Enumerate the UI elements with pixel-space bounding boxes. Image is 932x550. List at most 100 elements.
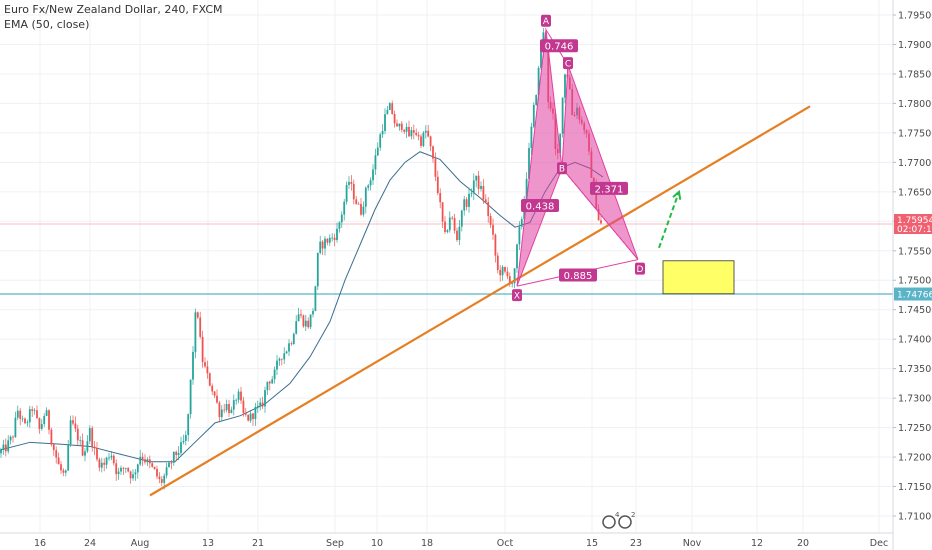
candle-body — [412, 130, 415, 133]
candle-body — [273, 369, 276, 380]
candle-body — [420, 136, 422, 146]
pattern-triangle-bcd[interactable] — [561, 64, 639, 260]
candle-body — [79, 440, 82, 442]
candle-body — [432, 146, 434, 159]
candle-body — [86, 441, 89, 452]
ratio-label-text: 2.371 — [595, 184, 624, 195]
candle-body — [537, 67, 540, 95]
candle-body — [343, 201, 346, 215]
price-tick-label: 1.79500 — [898, 11, 932, 22]
candle-body — [379, 134, 382, 148]
event-badge-count: 4 — [615, 511, 620, 519]
pattern-point-marker[interactable] — [563, 57, 573, 70]
candle-body — [9, 436, 12, 441]
candle-body — [492, 224, 494, 235]
candle-body — [316, 253, 319, 287]
candle-body — [69, 420, 72, 445]
candle-body — [112, 455, 115, 464]
candle-body — [384, 114, 386, 131]
candle-body — [232, 400, 235, 410]
projection-arrow-line[interactable] — [658, 191, 680, 249]
current-price-tag[interactable] — [894, 214, 932, 235]
candle-body — [14, 417, 17, 438]
target-box[interactable] — [662, 260, 735, 295]
candle-body — [139, 456, 142, 465]
horizontal-levels — [0, 223, 893, 295]
candle-body — [168, 462, 170, 468]
candle-body — [249, 413, 252, 421]
candle-body — [242, 400, 245, 414]
candle-body — [237, 391, 240, 400]
candle-body — [208, 373, 211, 386]
candle-body — [321, 241, 324, 249]
candle-body — [88, 428, 91, 442]
event-badge-icon[interactable] — [602, 515, 616, 529]
time-tick-label: 18 — [421, 538, 433, 549]
candle-body — [328, 237, 331, 243]
candle-body — [220, 409, 223, 418]
candle-body — [266, 381, 269, 391]
candle-body — [405, 126, 408, 132]
orange-trendline[interactable] — [149, 105, 811, 497]
candle-body — [230, 409, 233, 414]
candle-body — [326, 238, 329, 243]
trendline[interactable] — [149, 105, 811, 497]
harmonic-pattern[interactable]: 0.746 0.438 2.371 0.885 X A B C D — [512, 14, 645, 302]
time-tick-label: Nov — [683, 538, 702, 549]
price-tick-label: 1.74500 — [898, 305, 932, 316]
horizontal-level-tag[interactable] — [894, 287, 932, 301]
candle-body — [448, 217, 451, 231]
candle-body — [516, 244, 518, 269]
candle-body — [374, 155, 377, 170]
candle-body — [564, 74, 566, 98]
candle-body — [247, 414, 250, 421]
candle-body — [31, 409, 34, 411]
candle-body — [144, 459, 146, 463]
candle-body — [312, 310, 314, 315]
candle-body — [156, 468, 158, 477]
candle-body — [484, 199, 487, 203]
candle-body — [530, 126, 533, 148]
pattern-point-marker[interactable] — [557, 162, 567, 175]
pattern-point-label: C — [565, 60, 571, 70]
pattern-point-marker[interactable] — [635, 262, 645, 275]
price-tick-label: 1.78000 — [898, 99, 932, 110]
time-tick-label: Dec — [870, 538, 888, 549]
candle-body — [508, 276, 511, 284]
candle-body — [408, 126, 410, 137]
candle-body — [38, 418, 41, 429]
candle-body — [16, 410, 19, 418]
candle-body — [369, 180, 372, 186]
candle-body — [180, 442, 182, 453]
candle-body — [345, 184, 348, 202]
candle-body — [513, 268, 516, 284]
price-tick-label: 1.71500 — [898, 482, 932, 493]
candle-body — [67, 444, 70, 471]
time-tick-label: 16 — [34, 538, 46, 549]
indicator-label: EMA (50, close) — [4, 18, 90, 31]
candle-body — [417, 135, 420, 137]
ratio-label-box — [590, 181, 628, 195]
candle-body — [129, 471, 132, 479]
price-tick-label: 1.72000 — [898, 453, 932, 464]
time-tick-label: Aug — [131, 538, 150, 549]
candle-body — [285, 351, 288, 354]
candle-body — [146, 459, 149, 463]
pattern-triangle-xab[interactable] — [516, 29, 563, 287]
ratio-label-text: 0.746 — [545, 42, 574, 53]
candle-body — [218, 402, 221, 418]
candle-body — [158, 476, 161, 480]
candle-body — [535, 94, 538, 105]
event-badge-icon[interactable] — [618, 515, 632, 529]
candle-body — [319, 241, 322, 254]
candle-body — [93, 446, 96, 449]
candle-body — [480, 185, 482, 189]
pattern-point-marker[interactable] — [512, 289, 522, 302]
candle-body — [381, 130, 384, 135]
candle-body — [424, 130, 427, 133]
candle-body — [244, 413, 247, 415]
ratio-label-box — [521, 198, 559, 212]
pattern-point-marker[interactable] — [541, 14, 551, 27]
